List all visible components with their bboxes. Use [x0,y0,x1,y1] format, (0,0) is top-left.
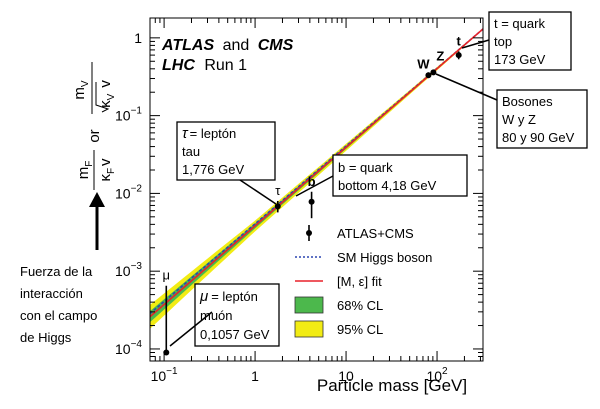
svg-text:t = quark: t = quark [494,16,545,31]
callout-b: b = quark bottom 4,18 GeV [295,154,468,197]
force-caption-line2: interacción [20,286,83,301]
svg-text:muón: muón [200,308,233,323]
y-tick-label: 1 [134,30,142,46]
point-label: μ [163,268,171,283]
legend-label: ATLAS+CMS [337,226,414,241]
y-tick-label: 10−4 [115,339,142,357]
y-label-right-den: κVv [97,80,117,108]
legend-swatch [294,320,324,338]
point-label: W [417,56,430,71]
svg-text:173 GeV: 173 GeV [494,52,546,67]
svg-text:Bosones: Bosones [502,94,553,109]
y-tick-label: 10−1 [115,106,142,124]
experiment-label-line1: ATLAS and CMS [161,37,294,54]
y-axis-label: mF κFv or mV κVv [71,62,117,190]
legend-label: [M, ε] fit [337,274,382,289]
x-tick-label: 10−1 [151,366,178,384]
point-label: t [457,33,462,48]
experiment-label-line2: LHC Run 1 [162,57,247,74]
svg-text:top: top [494,34,512,49]
force-caption-line4: de Higgs [20,330,72,345]
legend-label: 68% CL [337,298,383,313]
x-tick-label: 102 [426,366,448,384]
legend-label: SM Higgs boson [337,250,432,265]
x-tick-label: 1 [251,368,259,384]
point-label: b [308,174,316,189]
plot-frame [149,17,484,362]
svg-text:μ= leptón: μ = leptón [199,288,258,305]
callout-tau: τ = leptón tau 1,776 GeV [176,121,277,205]
callout-mu: μ = leptón muón 0,1057 GeV [169,283,280,347]
legend-label: 95% CL [337,322,383,337]
y-label-or: or [86,129,103,142]
svg-text:W y Z: W y Z [502,112,536,127]
force-caption-line3: con el campo [20,308,97,323]
x-axis-label: Particle mass [GeV] [317,376,467,395]
svg-text:0,1057 GeV: 0,1057 GeV [200,327,270,342]
svg-text:τ= leptón: τ = leptón [182,125,236,142]
point-label: Z [436,49,444,64]
svg-text:b = quark: b = quark [338,160,393,175]
svg-text:80 y 90 GeV: 80 y 90 GeV [502,130,575,145]
force-caption-line1: Fuerza de la [20,264,93,279]
x-tick-label: 10 [338,368,354,384]
data-point [430,69,437,76]
force-arrow [89,192,105,250]
force-caption: Fuerza de la interacción con el campo de… [20,264,97,345]
y-tick-label: 10−2 [115,183,142,201]
y-label-right-num: mV [71,80,91,100]
y-tick-label: 10−3 [115,261,142,279]
data-point [455,52,462,59]
data-point [163,349,170,356]
legend: ATLAS+CMS SM Higgs boson [M, ε] fit 68% CL 9… [294,225,432,338]
legend-point [306,230,312,236]
data-point [274,203,281,210]
legend-swatch [294,296,324,314]
svg-text:bottom 4,18 GeV: bottom 4,18 GeV [338,178,437,193]
svg-text:tau: tau [182,144,200,159]
data-point [308,198,315,205]
callout-t: t = quark top 173 GeV [461,11,572,71]
data-points: μ τ b WZt [163,33,462,356]
callout-wz: Bosones W y Z 80 y 90 GeV [435,73,588,149]
data-point [425,72,432,79]
y-label-left-num: mF [75,161,95,180]
y-label-left-den: κFv [97,158,117,182]
y-label-sqrt [95,82,110,113]
point-label: τ [275,183,281,198]
svg-text:1,776 GeV: 1,776 GeV [182,162,244,177]
